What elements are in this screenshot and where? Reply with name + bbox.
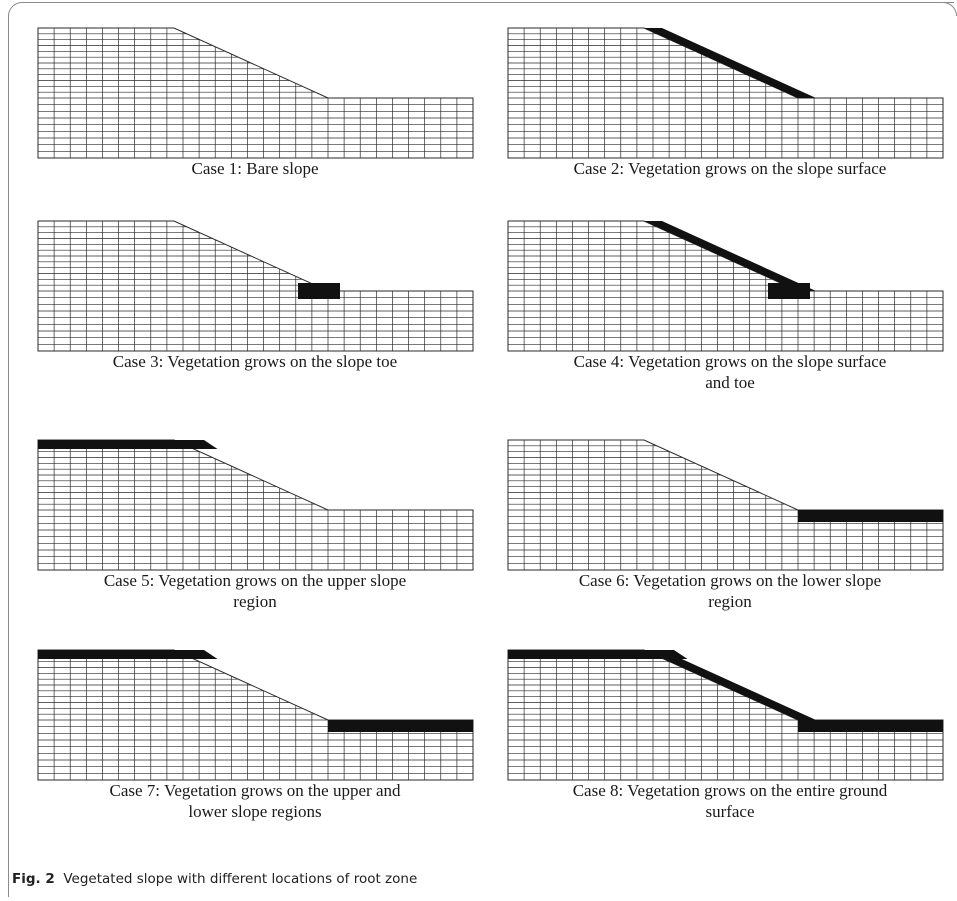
panel-caption-5: Case 5: Vegetation grows on the upper sl…: [35, 570, 475, 612]
slope-mesh-3: [37, 220, 474, 352]
caption-line-1: Case 8: Vegetation grows on the entire g…: [572, 781, 888, 800]
root-zone-upper: [38, 650, 218, 659]
caption-line-1: Case 2: Vegetation grows on the slope su…: [573, 159, 887, 178]
figure-caption-text: Vegetated slope with different locations…: [63, 871, 418, 887]
slope-mesh-4: [507, 220, 944, 352]
panel-caption-6: Case 6: Vegetation grows on the lower sl…: [510, 570, 950, 612]
caption-line-1: Case 1: Bare slope: [191, 159, 319, 178]
mesh-outline: [37, 27, 474, 159]
panel-caption-7: Case 7: Vegetation grows on the upper an…: [35, 780, 475, 822]
panel-caption-4: Case 4: Vegetation grows on the slope su…: [510, 351, 950, 393]
mesh-outline: [507, 220, 944, 352]
mesh-outline: [507, 649, 944, 781]
caption-line-2: lower slope regions: [188, 802, 322, 821]
caption-line-2: region: [708, 592, 752, 611]
root-zone-slope: [644, 28, 816, 98]
figure-label: Fig. 2: [12, 871, 55, 887]
caption-line-1: Case 3: Vegetation grows on the slope to…: [112, 352, 398, 371]
caption-line-2: region: [233, 592, 277, 611]
panel-case-5: [37, 439, 474, 571]
root-zone-upper: [38, 440, 218, 449]
panel-caption-2: Case 2: Vegetation grows on the slope su…: [510, 158, 950, 179]
slope-mesh-2: [507, 27, 944, 159]
slope-mesh-6: [507, 439, 944, 571]
slope-mesh-5: [37, 439, 474, 571]
root-zone-toe: [298, 283, 340, 299]
panel-case-2: [507, 27, 944, 159]
root-zone-slope: [644, 650, 816, 720]
root-zone-lower: [798, 510, 943, 522]
root-zone-slope: [644, 221, 816, 291]
panel-case-3: [37, 220, 474, 352]
panel-case-8: [507, 649, 944, 781]
root-zone-toe: [768, 283, 810, 299]
panel-case-4: [507, 220, 944, 352]
caption-line-2: surface: [705, 802, 755, 821]
root-zone-upper: [508, 650, 688, 659]
caption-line-1: Case 7: Vegetation grows on the upper an…: [109, 781, 401, 800]
mesh-outline: [507, 27, 944, 159]
root-zone-lower: [798, 720, 943, 732]
figure-frame: [8, 2, 954, 897]
panel-case-1: [37, 27, 474, 159]
panel-caption-3: Case 3: Vegetation grows on the slope to…: [55, 351, 455, 372]
mesh-outline: [37, 220, 474, 352]
figure-frame-corner: [943, 2, 957, 16]
root-zone-lower: [328, 720, 473, 732]
panel-caption-1: Case 1: Bare slope: [55, 158, 455, 179]
caption-line-2: and toe: [705, 373, 755, 392]
panel-caption-8: Case 8: Vegetation grows on the entire g…: [510, 780, 950, 822]
mesh-outline: [37, 649, 474, 781]
caption-line-1: Case 6: Vegetation grows on the lower sl…: [578, 571, 882, 590]
panel-case-7: [37, 649, 474, 781]
figure-caption: Fig. 2 Vegetated slope with different lo…: [12, 871, 417, 887]
caption-line-1: Case 4: Vegetation grows on the slope su…: [573, 352, 887, 371]
slope-mesh-7: [37, 649, 474, 781]
mesh-outline: [507, 439, 944, 571]
slope-mesh-1: [37, 27, 474, 159]
mesh-outline: [37, 439, 474, 571]
slope-mesh-8: [507, 649, 944, 781]
panel-case-6: [507, 439, 944, 571]
caption-line-1: Case 5: Vegetation grows on the upper sl…: [103, 571, 407, 590]
